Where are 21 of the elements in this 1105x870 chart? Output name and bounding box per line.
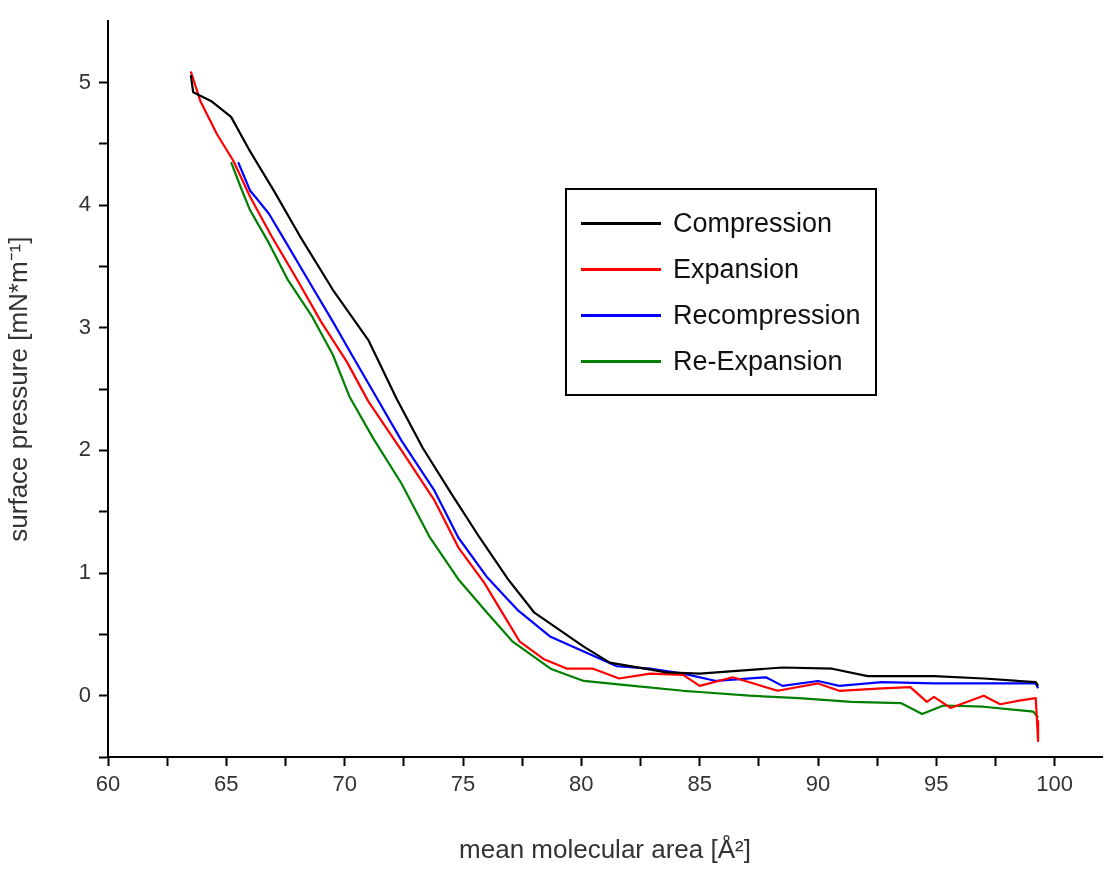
- y-tick-label: 1: [78, 559, 91, 585]
- x-tick-label: 70: [332, 771, 357, 797]
- x-tick-label: 80: [569, 771, 594, 797]
- y-tick-label: 5: [78, 68, 91, 94]
- x-tick-label: 95: [924, 771, 949, 797]
- x-tick-label: 65: [214, 771, 239, 797]
- legend-label: Re-Expansion: [673, 345, 843, 377]
- y-tick-label: 4: [78, 191, 91, 217]
- x-tick-label: 60: [95, 771, 121, 797]
- x-tick-label: 100: [1036, 771, 1074, 797]
- x-tick-label: 75: [450, 771, 476, 797]
- x-axis-title: mean molecular area [Å²]: [459, 833, 751, 864]
- y-axis-title: surface pressure [mN*m⁻¹]: [2, 236, 33, 542]
- x-tick-label: 90: [805, 771, 831, 797]
- legend-label: Compression: [673, 207, 833, 239]
- legend-label: Recompression: [673, 299, 861, 331]
- y-tick-label: 0: [78, 681, 91, 707]
- y-tick-label: 3: [78, 313, 91, 339]
- y-tick-label: 2: [78, 436, 91, 462]
- x-tick-label: 85: [687, 771, 712, 797]
- legend-label: Expansion: [673, 253, 800, 285]
